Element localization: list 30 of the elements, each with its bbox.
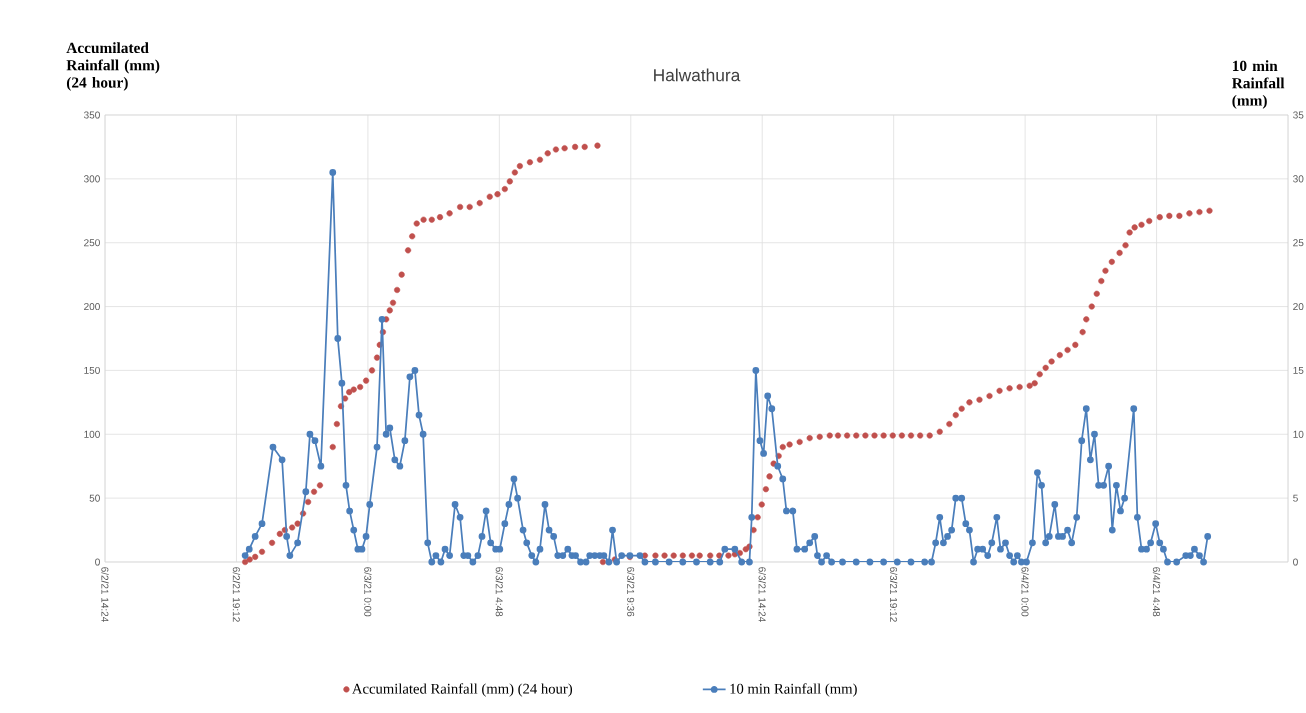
y2-tick-label: 10	[1293, 430, 1304, 438]
y-tick-label: 350	[83, 111, 100, 119]
y2-tick-label: 35	[1293, 111, 1304, 119]
y-axis-title: Accumilated Rainfall (mm) (24 hour)	[66, 42, 160, 91]
legend-label: Accumilated Rainfall (mm) (24 hour)	[352, 683, 573, 697]
chart-title: Halwathura	[654, 68, 741, 82]
y-tick-label: 300	[83, 175, 100, 183]
legend-label: 10 min Rainfall (mm)	[730, 683, 857, 697]
y2-tick-label: 0	[1293, 558, 1298, 566]
x-tick-label: 6/3/21 19:12	[889, 567, 898, 622]
x-tick-label: 6/3/21 0:00	[364, 567, 372, 617]
y-tick-label: 100	[84, 430, 100, 438]
x-tick-label: 6/4/21 0:00	[1021, 567, 1029, 617]
y2-tick-label: 15	[1293, 366, 1304, 374]
y2-axis-title: 10 min Rainfall (mm)	[1232, 60, 1285, 109]
y-tick-label: 200	[84, 303, 100, 311]
x-tick-label: 6/3/21 9:36	[627, 567, 635, 617]
x-tick-label: 6/2/21 14:24	[101, 567, 109, 622]
y-tick-label: 0	[95, 558, 100, 566]
x-tick-label: 6/4/21 4:48	[1152, 567, 1161, 617]
y-tick-label: 50	[89, 494, 100, 502]
y2-tick-label: 5	[1293, 494, 1298, 502]
y2-tick-label: 20	[1293, 303, 1304, 311]
x-tick-label: 6/2/21 19:12	[232, 567, 241, 622]
y2-tick-label: 25	[1293, 239, 1304, 247]
y2-tick-label: 30	[1293, 175, 1304, 183]
x-tick-label: 6/3/21 4:48	[495, 567, 503, 617]
y-tick-label: 150	[84, 366, 100, 374]
y-tick-label: 250	[84, 239, 100, 247]
x-tick-label: 6/3/21 14:24	[758, 567, 766, 622]
